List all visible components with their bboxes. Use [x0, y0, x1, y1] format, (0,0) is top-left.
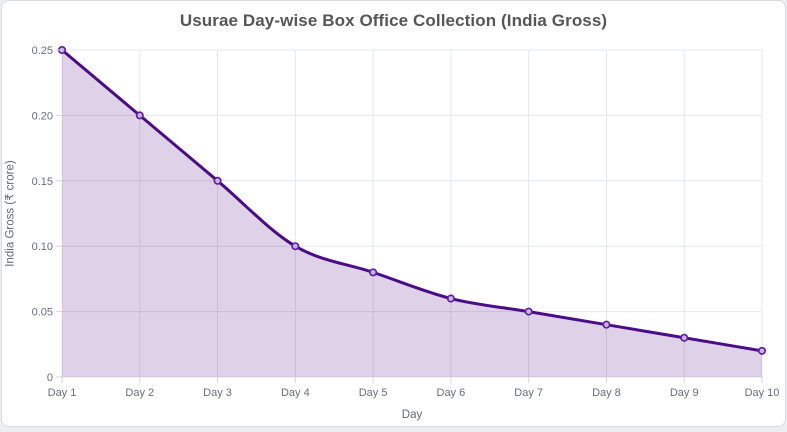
x-tick-label: Day 4	[281, 387, 310, 399]
data-point-marker	[135, 111, 144, 120]
x-tick-label: Day 10	[745, 387, 780, 399]
data-point-marker	[369, 268, 378, 277]
area-fill	[62, 50, 762, 377]
y-tick-label: 0.05	[32, 307, 53, 319]
y-tick-label: 0.20	[32, 110, 53, 122]
data-point-marker	[757, 346, 766, 355]
x-tick-label: Day 8	[592, 387, 621, 399]
x-tick-label: Day 9	[670, 387, 699, 399]
data-point-marker	[291, 242, 300, 251]
x-tick-label: Day 5	[359, 387, 388, 399]
series-layer	[57, 45, 766, 377]
y-tick-label: 0.15	[32, 176, 53, 188]
data-point-marker	[602, 320, 611, 329]
data-point-marker	[213, 176, 222, 185]
chart-title: Usurae Day-wise Box Office Collection (I…	[179, 11, 608, 30]
x-tick-label: Day 2	[125, 387, 154, 399]
x-tick-label: Day 3	[203, 387, 232, 399]
grid-layer	[61, 49, 763, 378]
y-tick-label: 0	[47, 372, 53, 384]
data-point-marker	[524, 307, 533, 316]
x-tick-label: Day 7	[514, 387, 543, 399]
data-point-marker	[446, 294, 455, 303]
x-tick-label: Day 6	[437, 387, 466, 399]
y-tick-label: 0.25	[32, 45, 53, 57]
x-axis-title: Day	[402, 409, 423, 421]
data-point-marker	[680, 333, 689, 342]
axis-layer: 0 0.05 0.10 0.15 0.20 0.25 Day 1 Day 2 Day 3 Day …	[32, 45, 780, 399]
x-tick-label: Day 1	[48, 387, 77, 399]
data-line	[60, 48, 764, 353]
y-axis-title: India Gross (₹ crore)	[5, 160, 17, 267]
y-tick-label: 0.10	[32, 241, 53, 253]
